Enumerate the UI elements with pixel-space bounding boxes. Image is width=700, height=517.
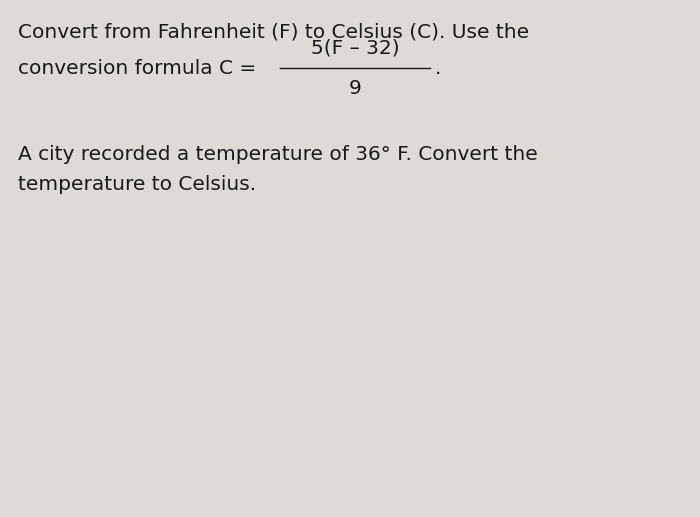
Text: 5(F – 32): 5(F – 32) [311,38,399,57]
Text: 9: 9 [349,79,361,98]
Text: A city recorded a temperature of 36° F. Convert the: A city recorded a temperature of 36° F. … [18,145,538,164]
Text: .: . [435,58,442,78]
Text: Convert from Fahrenheit (F) to Celsius (C). Use the: Convert from Fahrenheit (F) to Celsius (… [18,22,529,41]
Text: conversion formula C =: conversion formula C = [18,58,262,78]
Text: temperature to Celsius.: temperature to Celsius. [18,175,256,194]
